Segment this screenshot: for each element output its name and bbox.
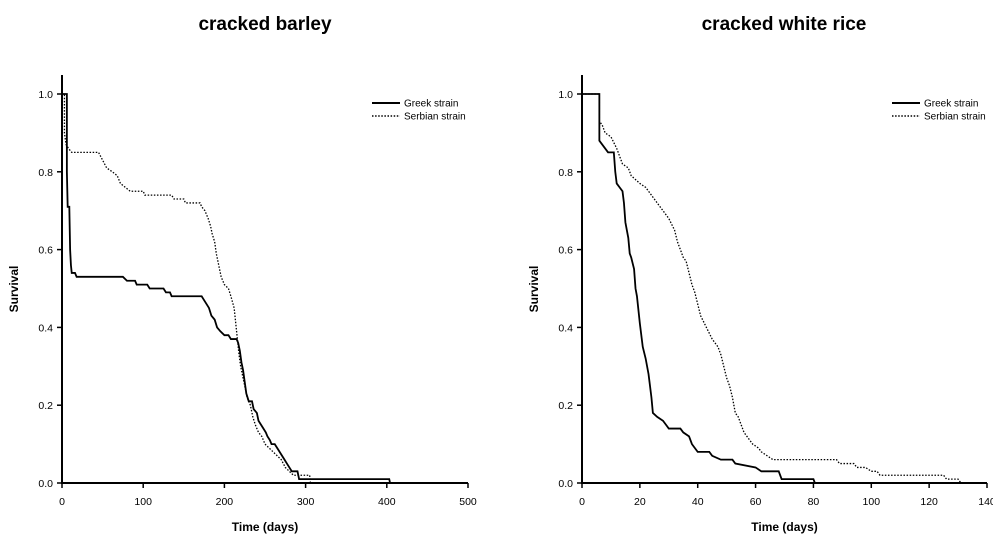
y-tick-label: 0.2 [558,400,573,412]
y-tick-label: 0.4 [558,322,573,334]
y-tick-label: 0.2 [38,400,53,412]
legend-label: Greek strain [924,99,978,110]
x-tick-label: 120 [920,496,938,508]
chart-white-rice: cracked white rice 0.0 0.2 0.4 0.6 0.8 1.0 0 20 4… [527,14,993,534]
x-tick-label: 80 [808,496,820,508]
chart-panel-barley: cracked barley 0.0 0.2 0.4 0.6 0.8 1.0 0 100 200 3… [0,0,496,534]
x-tick-label: 400 [378,496,396,508]
y-tick-label: 1.0 [38,89,53,101]
series-line-serbian-strain [582,93,962,484]
series-line-greek-strain [582,93,816,484]
y-tick-label: 0.4 [38,322,53,334]
chart-title: cracked barley [198,14,332,35]
y-tick-label: 0.8 [38,167,53,179]
y-tick-label: 0.6 [558,245,573,257]
y-tick-label: 0.0 [38,478,53,490]
x-axis-label: Time (days) [751,520,817,534]
y-tick-label: 0.6 [38,245,53,257]
x-axis-label: Time (days) [232,520,298,534]
series-line-greek-strain [62,93,391,484]
chart-title: cracked white rice [702,14,867,35]
series-line-serbian-strain [62,93,312,484]
x-tick-label: 0 [59,496,65,508]
x-tick-label: 200 [216,496,234,508]
x-tick-label: 300 [297,496,315,508]
x-tick-label: 20 [634,496,646,508]
x-tick-label: 0 [579,496,585,508]
chart-barley: cracked barley 0.0 0.2 0.4 0.6 0.8 1.0 0 100 200 3… [7,14,477,534]
legend-label: Greek strain [404,99,458,110]
x-tick-label: 40 [692,496,704,508]
chart-panel-rice: cracked white rice 0.0 0.2 0.4 0.6 0.8 1.0 0 20 4… [497,0,993,534]
y-axis-label: Survival [7,266,21,313]
y-tick-label: 0.8 [558,167,573,179]
y-tick-label: 1.0 [558,89,573,101]
y-axis-label: Survival [527,266,541,313]
x-tick-label: 100 [863,496,881,508]
y-tick-label: 0.0 [558,478,573,490]
x-tick-label: 500 [459,496,477,508]
legend-label: Serbian strain [404,112,466,123]
x-tick-label: 140 [978,496,993,508]
legend-label: Serbian strain [924,112,986,123]
x-tick-label: 60 [750,496,762,508]
x-tick-label: 100 [134,496,152,508]
